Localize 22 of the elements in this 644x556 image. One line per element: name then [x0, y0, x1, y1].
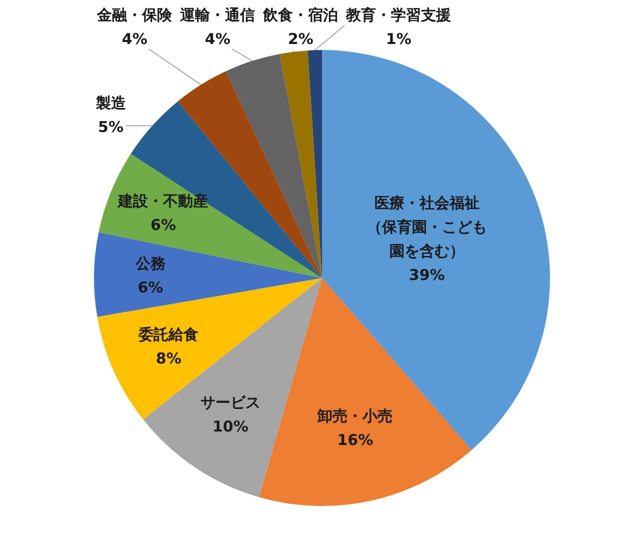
- data-label: 16%: [337, 430, 374, 449]
- data-label: 1%: [386, 30, 412, 48]
- slice-label: 委託給食: [138, 325, 199, 344]
- slice-label: 金融・保険: [96, 6, 174, 24]
- slice-label: 製造: [94, 94, 127, 112]
- data-label: 39%: [408, 266, 445, 284]
- data-label: 4%: [122, 30, 148, 48]
- slice-label: 教育・学習支援: [345, 6, 452, 24]
- data-label: 4%: [204, 30, 230, 48]
- slice-label: サービス: [200, 393, 260, 412]
- data-label: 5%: [98, 118, 124, 136]
- data-label: 2%: [288, 30, 314, 48]
- slice-label: 運輸・通信: [179, 6, 256, 24]
- slice-label: 公務: [134, 254, 166, 272]
- data-label: 6%: [150, 216, 176, 234]
- data-label: 8%: [156, 349, 182, 368]
- data-label: 6%: [138, 278, 164, 296]
- data-label: 10%: [212, 417, 248, 436]
- slice-label: 建設・不動産: [117, 192, 208, 210]
- slice-label: 医療・社会福祉（保育園・こども園を含む）: [366, 194, 487, 260]
- slice-label: 卸売・小売: [316, 406, 393, 425]
- slice-label: 飲食・宿泊: [262, 6, 338, 24]
